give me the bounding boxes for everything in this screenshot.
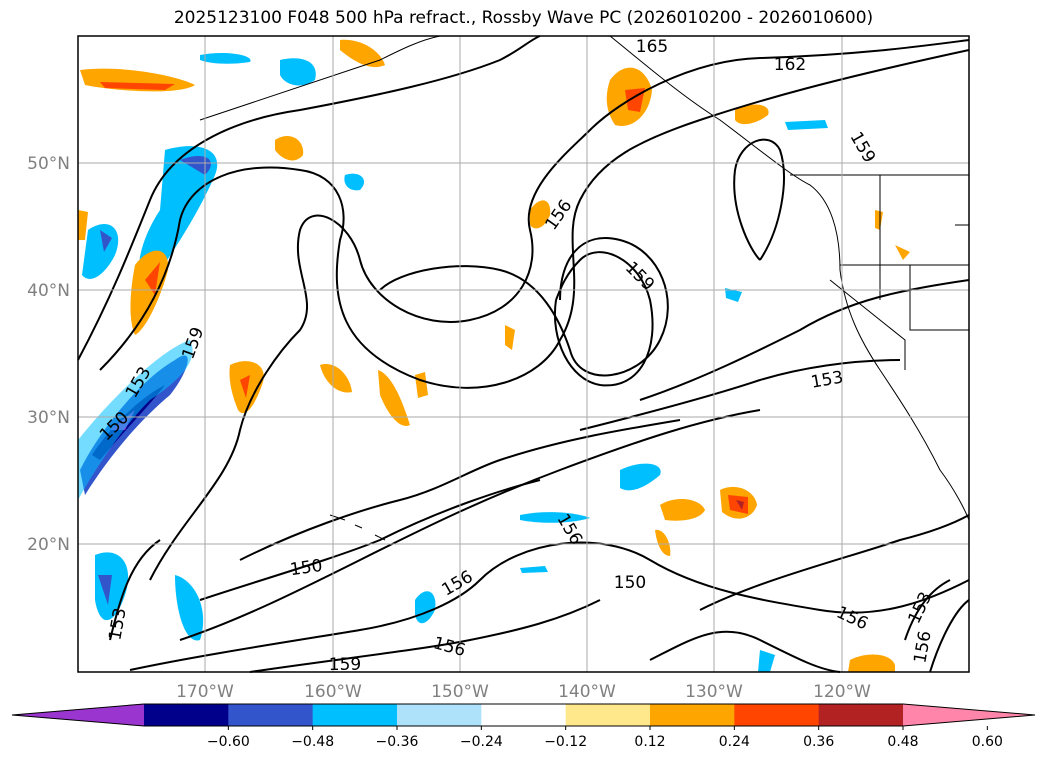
lon-label-170w: 170°W xyxy=(176,682,234,702)
map-background xyxy=(78,36,969,672)
lat-label-20n: 20°N xyxy=(27,535,70,555)
colorbar-tick-label: −0.48 xyxy=(291,734,334,750)
grid-lines xyxy=(78,36,969,672)
colorbar-tick-label: −0.24 xyxy=(460,734,503,750)
lon-label-120w: 120°W xyxy=(813,682,871,702)
colorbar-segment xyxy=(818,704,904,726)
longitude-labels: 170°W 160°W 150°W 140°W 130°W 120°W xyxy=(176,682,871,702)
colorbar-segment xyxy=(228,704,314,726)
contour-label: 150 xyxy=(614,573,646,593)
lon-label-130w: 130°W xyxy=(685,682,743,702)
lat-label-30n: 30°N xyxy=(27,408,70,428)
colorbar-tick-label: 0.24 xyxy=(719,734,750,750)
colorbar-segment xyxy=(481,704,567,726)
colorbar-tick-label: 0.48 xyxy=(887,734,918,750)
colorbar-tick-label: −0.12 xyxy=(544,734,587,750)
colorbar-segment xyxy=(734,704,820,726)
colorbar-tick-label: −0.60 xyxy=(207,734,250,750)
colorbar: −0.60 −0.48 −0.36 −0.24 −0.12 0.12 0.24 0.36 0.4… xyxy=(11,703,1036,750)
map-border xyxy=(77,35,970,673)
contour-label: 150 xyxy=(289,556,324,580)
colorbar-tick-label: 0.36 xyxy=(803,734,834,750)
lat-label-40n: 40°N xyxy=(27,281,70,301)
colorbar-outline xyxy=(11,703,1036,727)
colorbar-segment xyxy=(650,704,735,726)
contour-label: 162 xyxy=(774,55,806,75)
contour-label: 159 xyxy=(329,655,361,675)
lon-label-150w: 150°W xyxy=(431,682,489,702)
lon-label-160w: 160°W xyxy=(304,682,362,702)
latitude-labels: 50°N 40°N 30°N 20°N xyxy=(27,154,70,555)
colorbar-tick-label: 0.60 xyxy=(972,734,1003,750)
coastlines xyxy=(199,35,970,541)
colorbar-tick-label: 0.12 xyxy=(634,734,665,750)
colorbar-segment xyxy=(312,704,398,726)
height-contours xyxy=(77,35,970,673)
colorbar-extend-max xyxy=(903,704,1035,726)
colorbar-segment xyxy=(144,704,229,726)
lat-label-50n: 50°N xyxy=(27,154,70,174)
colorbar-extend-min xyxy=(12,704,144,726)
figure-title: 2025123100 F048 500 hPa refract., Rossby… xyxy=(173,8,874,28)
lon-label-140w: 140°W xyxy=(558,682,616,702)
contour-label: 165 xyxy=(636,37,668,57)
colorbar-tick-label: −0.36 xyxy=(376,734,419,750)
colorbar-segment xyxy=(565,704,651,726)
colorbar-segment xyxy=(397,704,482,726)
